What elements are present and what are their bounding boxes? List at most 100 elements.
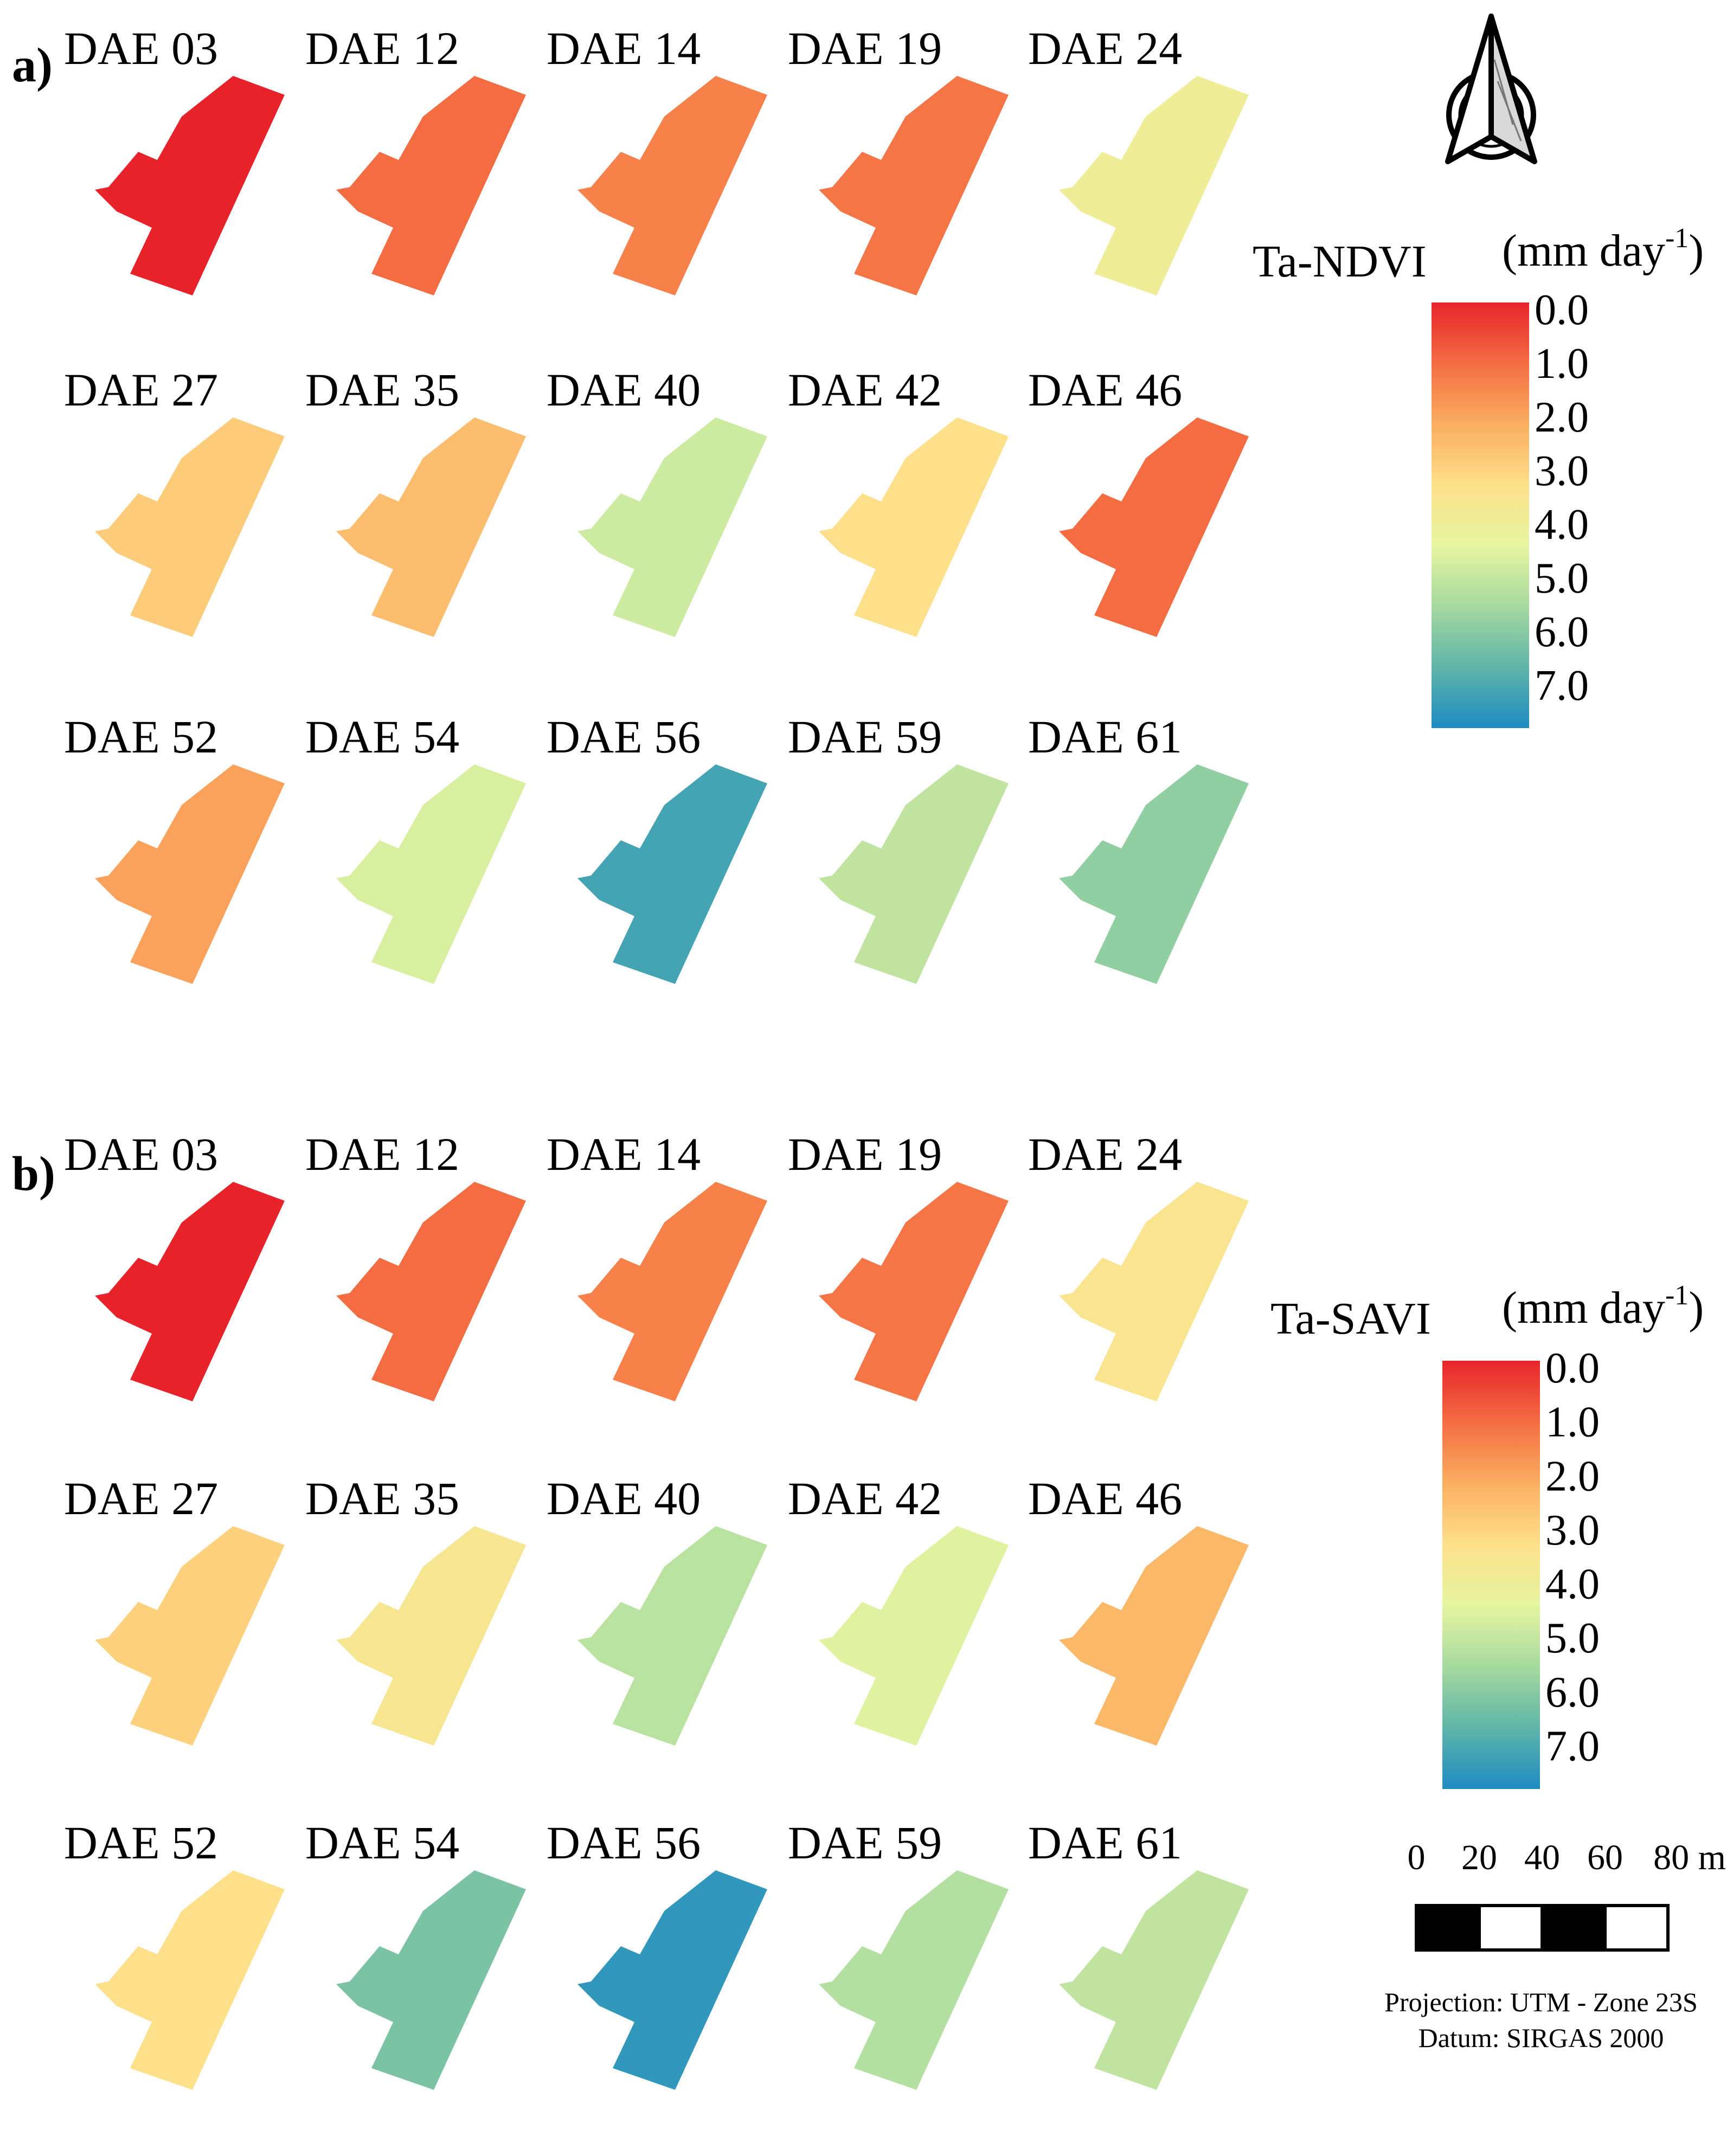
field-map: DAE 24 [1028, 1128, 1249, 1401]
legend-ta-ndvi: Ta-NDVI (mm day-1) 0.0 1.0 2.0 3.0 4.0 5.0 6.0… [1253, 223, 1704, 728]
map-date-label: DAE 61 [1028, 1817, 1182, 1869]
scale-tick-label: 0 [1408, 1838, 1426, 1877]
legend-tick-label: 3.0 [1545, 1507, 1600, 1554]
legend-tick-label: 2.0 [1535, 394, 1589, 441]
field-map: DAE 19 [788, 1128, 1009, 1401]
field-map: DAE 12 [305, 1128, 526, 1401]
legend-tick-label: 6.0 [1545, 1669, 1600, 1716]
legend-tick-label: 7.0 [1535, 662, 1589, 710]
map-date-label: DAE 27 [64, 364, 218, 416]
legend-tick-label: 5.0 [1545, 1614, 1600, 1662]
field-map: DAE 46 [1028, 1472, 1249, 1746]
legend-tick-label: 4.0 [1545, 1561, 1600, 1608]
map-date-label: DAE 54 [305, 711, 459, 763]
legend-tick-label: 2.0 [1545, 1452, 1600, 1500]
field-raster [577, 764, 767, 984]
field-map: DAE 54 [305, 711, 526, 984]
scale-tick-label: 40 [1524, 1838, 1560, 1877]
color-ramp [1432, 303, 1529, 728]
field-raster [1059, 1870, 1249, 2090]
field-map: DAE 19 [788, 22, 1009, 295]
map-date-label: DAE 59 [788, 711, 942, 763]
scale-tick-label: 20 [1461, 1838, 1497, 1877]
field-raster [1059, 1526, 1249, 1746]
legend-title: Ta-NDVI [1253, 236, 1427, 287]
map-date-label: DAE 59 [788, 1817, 942, 1869]
field-map: DAE 35 [305, 364, 526, 637]
field-map: DAE 61 [1028, 1817, 1249, 2090]
field-raster [819, 76, 1009, 295]
field-raster [1059, 76, 1249, 295]
field-raster [1059, 417, 1249, 637]
panel-letter: b) [12, 1147, 55, 1201]
legend-tick-label: 1.0 [1545, 1399, 1600, 1446]
field-raster [95, 1526, 285, 1746]
map-date-label: DAE 52 [64, 711, 218, 763]
map-date-label: DAE 12 [305, 22, 459, 74]
scale-tick-label: 60 [1587, 1838, 1623, 1877]
field-raster [95, 1870, 285, 2090]
field-map: DAE 03 [64, 1128, 285, 1401]
map-date-label: DAE 03 [64, 1128, 218, 1180]
field-raster [819, 1870, 1009, 2090]
field-raster [336, 417, 526, 637]
map-date-label: DAE 19 [788, 1128, 942, 1180]
color-ramp [1442, 1361, 1540, 1789]
legend-tick-label: 3.0 [1535, 447, 1589, 495]
panel-b: b) DAE 03 DAE 12 DAE 14 DAE 19 DAE 24 DAE 27 D… [12, 1128, 1249, 2090]
map-date-label: DAE 42 [788, 1472, 942, 1524]
field-map: DAE 12 [305, 22, 526, 295]
map-date-label: DAE 19 [788, 22, 942, 74]
map-date-label: DAE 24 [1028, 1128, 1182, 1180]
field-raster [819, 764, 1009, 984]
projection-label: Projection: UTM - Zone 23S [1384, 1987, 1698, 2017]
field-map: DAE 14 [547, 22, 767, 295]
field-map: DAE 03 [64, 22, 285, 295]
field-raster [336, 1526, 526, 1746]
field-raster [336, 1870, 526, 2090]
scale-bar: 0 20 40 60 80 m [1408, 1838, 1726, 1952]
field-map: DAE 56 [547, 1817, 767, 2090]
field-raster [95, 1182, 285, 1401]
field-map: DAE 42 [788, 1472, 1009, 1746]
field-raster [336, 1182, 526, 1401]
field-map: DAE 42 [788, 364, 1009, 637]
field-map: DAE 54 [305, 1817, 526, 2090]
field-map: DAE 24 [1028, 22, 1249, 295]
field-raster [95, 764, 285, 984]
map-date-label: DAE 14 [547, 1128, 701, 1180]
datum-label: Datum: SIRGAS 2000 [1419, 2023, 1664, 2053]
legend-tick-label: 1.0 [1535, 340, 1589, 388]
map-date-label: DAE 27 [64, 1472, 218, 1524]
map-date-label: DAE 56 [547, 1817, 701, 1869]
field-map: DAE 27 [64, 364, 285, 637]
map-date-label: DAE 40 [547, 1472, 701, 1524]
field-map: DAE 59 [788, 1817, 1009, 2090]
field-map: DAE 56 [547, 711, 767, 984]
map-date-label: DAE 14 [547, 22, 701, 74]
field-raster [577, 76, 767, 295]
panel-a: a) DAE 03 DAE 12 DAE 14 DAE 19 DAE 24 DAE 27 D… [12, 22, 1249, 984]
map-date-label: DAE 46 [1028, 364, 1182, 416]
legend-tick-label: 7.0 [1545, 1723, 1600, 1771]
field-raster [819, 417, 1009, 637]
map-date-label: DAE 35 [305, 364, 459, 416]
field-raster [577, 1526, 767, 1746]
field-map: DAE 40 [547, 1472, 767, 1746]
field-map: DAE 35 [305, 1472, 526, 1746]
legend-tick-label: 6.0 [1535, 608, 1589, 656]
map-date-label: DAE 52 [64, 1817, 218, 1869]
field-raster [577, 417, 767, 637]
field-raster [577, 1870, 767, 2090]
map-date-label: DAE 35 [305, 1472, 459, 1524]
field-raster [95, 76, 285, 295]
legend-tick-label: 4.0 [1535, 501, 1589, 549]
map-date-label: DAE 24 [1028, 22, 1182, 74]
field-raster [336, 764, 526, 984]
field-map: DAE 61 [1028, 711, 1249, 984]
field-raster [336, 76, 526, 295]
field-map: DAE 52 [64, 711, 285, 984]
field-raster [819, 1182, 1009, 1401]
legend-tick-label: 0.0 [1545, 1344, 1600, 1392]
